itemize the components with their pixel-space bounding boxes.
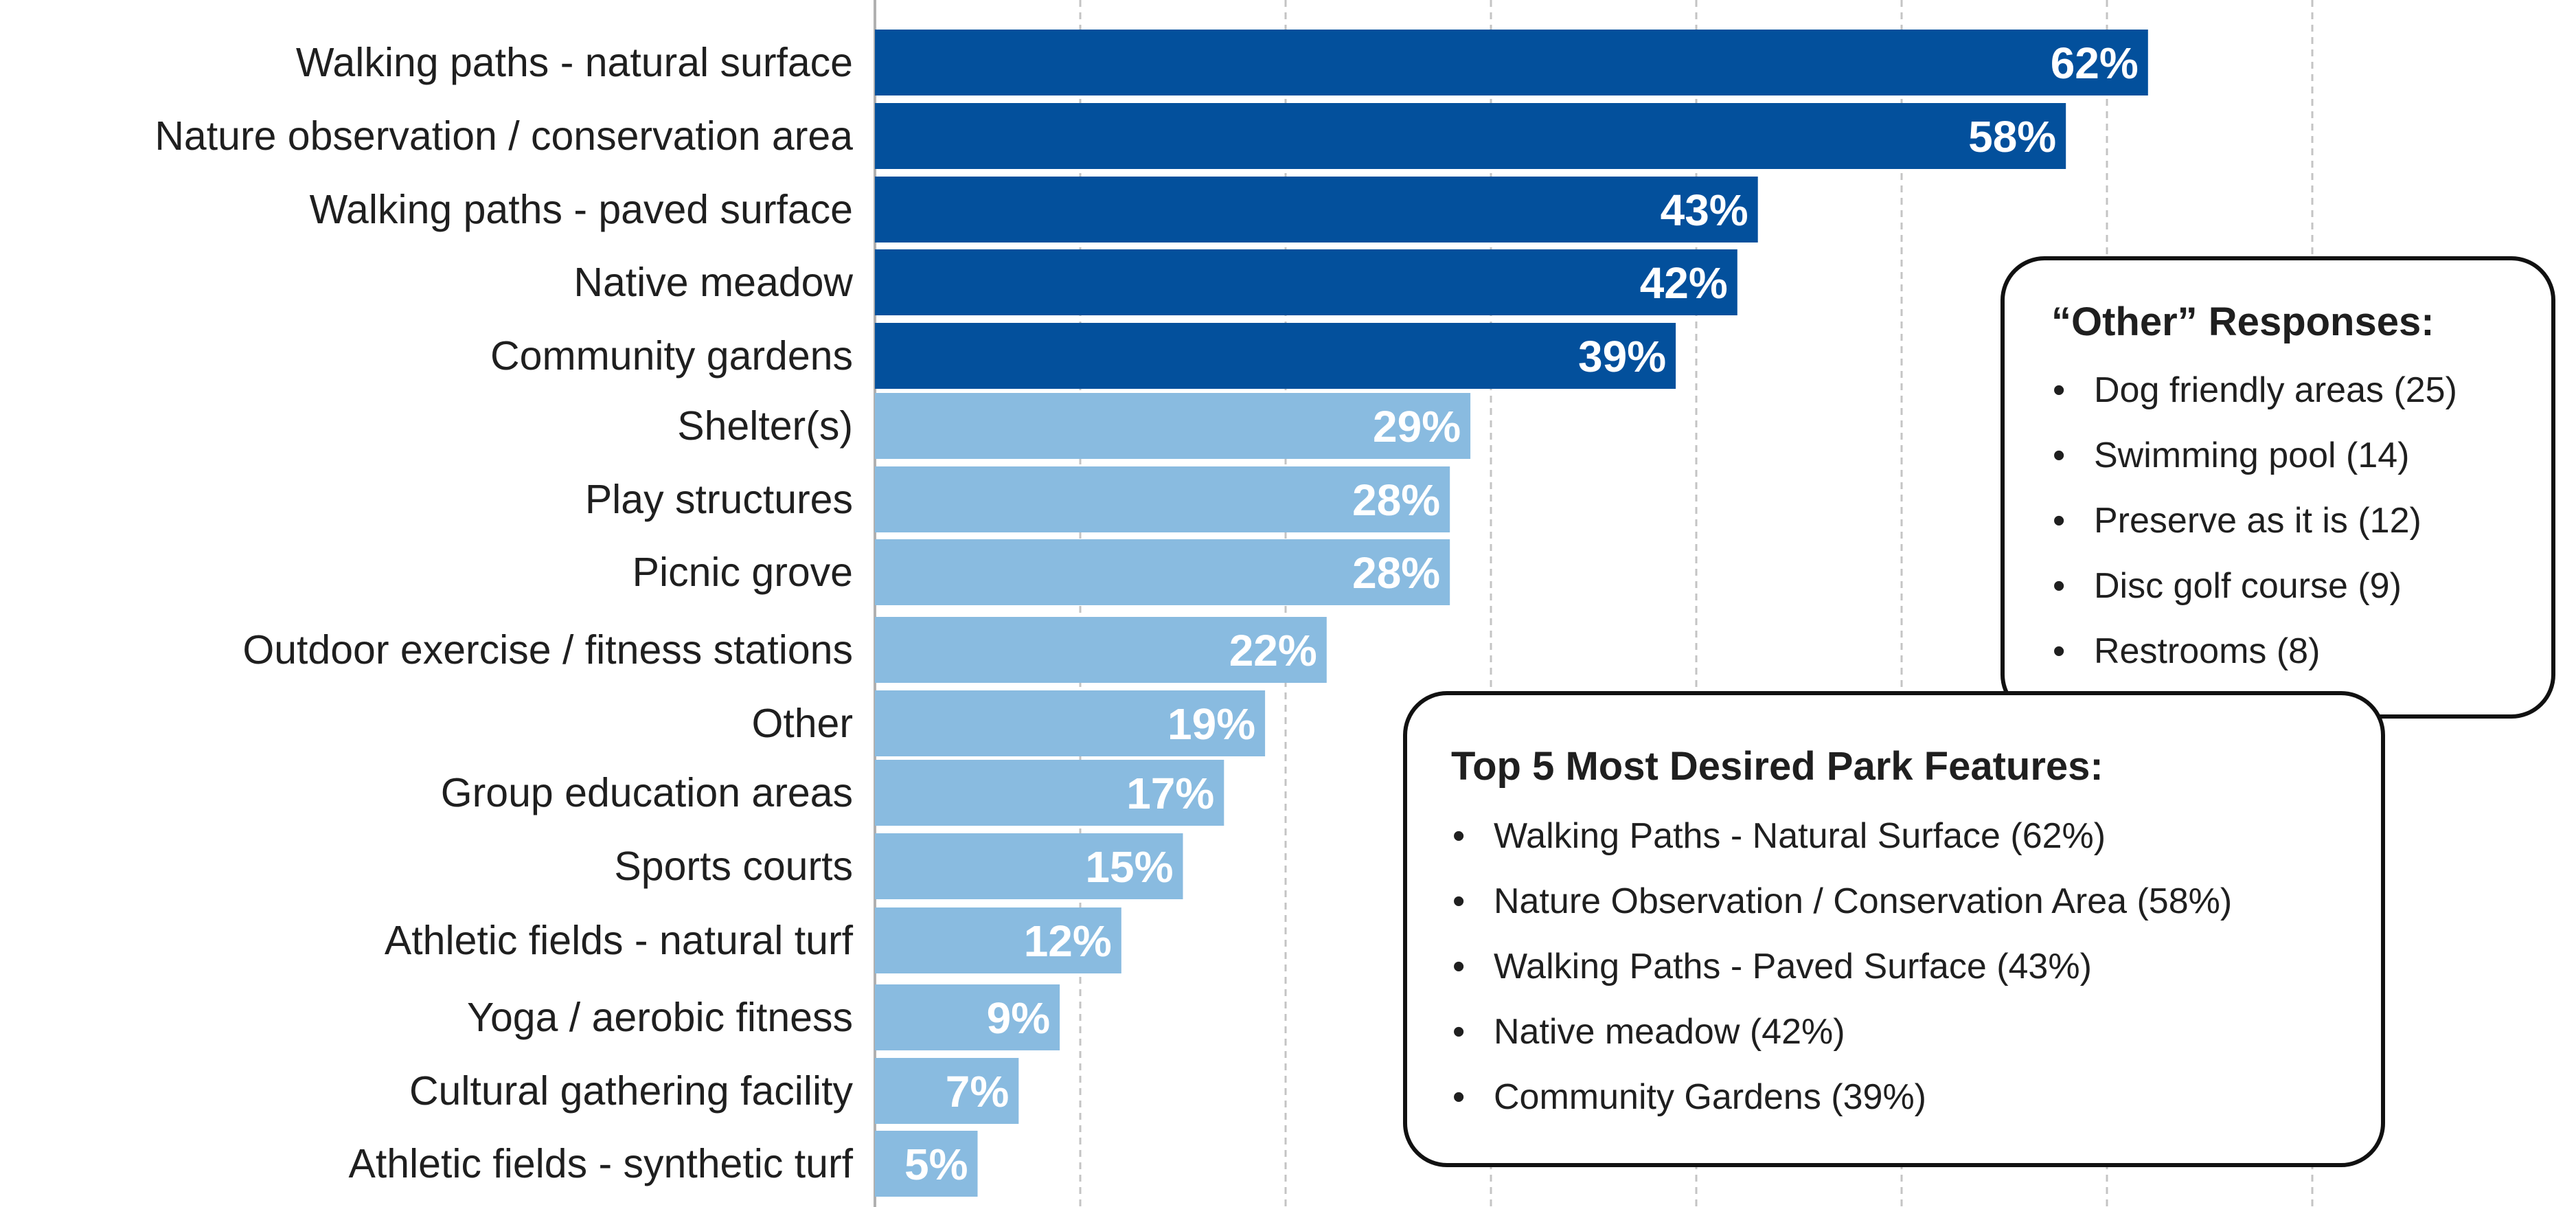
- bar: [875, 1058, 1019, 1124]
- category-label: Athletic fields - synthetic turf: [348, 1141, 853, 1186]
- list-item: Community Gardens (39%): [1451, 1076, 2381, 1142]
- category-label: Native meadow: [573, 260, 853, 305]
- list-item: Walking Paths - Natural Surface (62%): [1451, 815, 2381, 881]
- category-label: Walking paths - paved surface: [310, 187, 853, 232]
- value-label: 39%: [1578, 332, 1666, 381]
- bar: [875, 984, 1060, 1050]
- list-item: Walking Paths - Paved Surface (43%): [1451, 946, 2381, 1011]
- value-label: 22%: [1229, 626, 1317, 675]
- value-label: 12%: [1024, 916, 1112, 966]
- value-label: 15%: [1085, 842, 1173, 892]
- bar: [875, 249, 1737, 315]
- bar: [875, 30, 2148, 95]
- value-label: 58%: [1968, 112, 2056, 161]
- category-label: Cultural gathering facility: [409, 1068, 854, 1114]
- category-label: Outdoor exercise / fitness stations: [242, 627, 853, 673]
- other-responses-callout: “Other” Responses: Dog friendly areas (2…: [2001, 256, 2555, 719]
- value-label: 28%: [1352, 475, 1440, 525]
- value-label: 29%: [1373, 402, 1461, 451]
- top5-features-title: Top 5 Most Desired Park Features:: [1451, 744, 2104, 789]
- category-label: Play structures: [585, 477, 853, 522]
- value-label: 42%: [1640, 258, 1728, 308]
- bar: [875, 323, 1676, 389]
- top5-features-callout: Top 5 Most Desired Park Features: Walkin…: [1403, 691, 2385, 1167]
- list-item: Preserve as it is (12): [2051, 500, 2551, 565]
- bar: [875, 466, 1450, 532]
- bar: [875, 393, 1471, 459]
- list-item: Nature Observation / Conservation Area (…: [1451, 881, 2381, 946]
- value-label: 5%: [904, 1140, 968, 1189]
- bar: [875, 539, 1450, 605]
- bar: [875, 760, 1224, 826]
- list-item: Restrooms (8): [2051, 631, 2551, 696]
- value-label: 28%: [1352, 548, 1440, 598]
- top5-features-list: Walking Paths - Natural Surface (62%) Na…: [1451, 815, 2381, 1142]
- category-label: Shelter(s): [677, 403, 853, 449]
- value-label: 43%: [1661, 185, 1748, 235]
- category-label: Athletic fields - natural turf: [385, 918, 854, 963]
- value-label: 9%: [987, 993, 1051, 1043]
- category-label: Sports courts: [614, 844, 853, 889]
- value-labels: 62% 58% 43% 42% 39% 29% 28% 28% 22% 19% 17% 15% 12% 9…: [904, 38, 2139, 1189]
- other-responses-title: “Other” Responses:: [2051, 300, 2435, 344]
- category-label: Other: [751, 701, 853, 746]
- value-label: 62%: [2051, 38, 2139, 88]
- bar: [875, 907, 1121, 973]
- value-label: 17%: [1126, 769, 1214, 818]
- bar: [875, 1131, 978, 1197]
- list-item: Native meadow (42%): [1451, 1011, 2381, 1076]
- bar: [875, 690, 1266, 756]
- bar: [875, 833, 1183, 899]
- category-label: Community gardens: [490, 333, 853, 379]
- value-label: 7%: [946, 1067, 1010, 1116]
- category-label: Yoga / aerobic fitness: [467, 995, 853, 1040]
- category-label: Walking paths - natural surface: [296, 40, 853, 85]
- category-label: Nature observation / conservation area: [155, 113, 853, 159]
- category-labels: Walking paths - natural surface Nature ob…: [155, 40, 853, 1186]
- category-label: Group education areas: [441, 770, 853, 815]
- bars: [875, 30, 2148, 1197]
- other-responses-list: Dog friendly areas (25) Swimming pool (1…: [2051, 370, 2551, 696]
- value-label: 19%: [1167, 699, 1255, 749]
- category-label: Picnic grove: [632, 550, 853, 595]
- bar: [875, 177, 1758, 242]
- list-item: Disc golf course (9): [2051, 565, 2551, 631]
- bar: [875, 103, 2066, 169]
- list-item: Swimming pool (14): [2051, 435, 2551, 500]
- list-item: Dog friendly areas (25): [2051, 370, 2551, 435]
- bar: [875, 617, 1327, 683]
